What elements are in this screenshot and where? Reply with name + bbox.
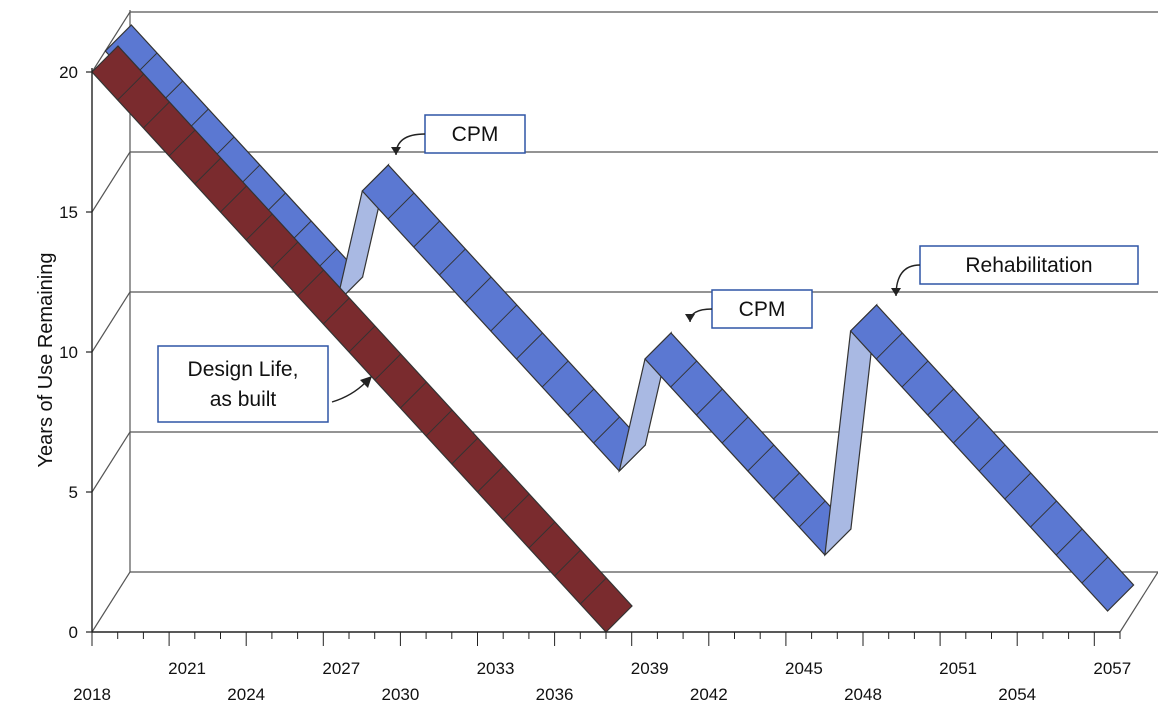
y-tick-label: 0 — [69, 623, 78, 642]
annotation-label: Design Life, — [188, 358, 299, 381]
annotation-label: CPM — [452, 123, 499, 146]
y-tick-label: 5 — [69, 483, 78, 502]
series-0-cell-line — [168, 129, 196, 157]
series-0-cell-line — [400, 381, 427, 409]
x-tick-label-front: 2048 — [844, 685, 882, 704]
annotation-arrow — [895, 264, 921, 297]
x-tick-label-front: 2054 — [998, 685, 1036, 704]
series-1-cell-line — [541, 360, 569, 388]
x-tick-label-back: 2021 — [168, 659, 206, 678]
series-0-cell-line — [245, 213, 273, 241]
series-0-cell-line — [502, 493, 530, 521]
series-0-cell-line — [143, 101, 170, 129]
series-1-cell-line — [593, 416, 620, 444]
annotation-arrow — [331, 381, 367, 403]
series-0-cell-line — [374, 353, 402, 381]
series-1-cell-line — [516, 332, 543, 360]
x-tick-label-front: 2036 — [536, 685, 574, 704]
series-1-cell-line — [747, 444, 775, 472]
y-tick-label: 10 — [59, 343, 78, 362]
series-1-cell-line — [413, 220, 441, 248]
series-0-cell-line — [579, 577, 607, 605]
series-1-cell-line — [387, 192, 415, 220]
annotation-label: CPM — [739, 298, 786, 321]
series-1-cell-line — [1030, 500, 1057, 528]
annotation-arrowhead — [360, 376, 372, 388]
series-1-cell-line — [1004, 472, 1032, 500]
y-tick-label: 15 — [59, 203, 78, 222]
series-1-cell-line — [490, 304, 518, 332]
series-1-cell-line — [439, 248, 466, 276]
x-tick-label-front: 2042 — [690, 685, 728, 704]
series-0-cell-line — [425, 409, 453, 437]
gridline-depth — [91, 11, 131, 73]
series-1-cell-line — [1081, 556, 1109, 584]
series-0-cell-line — [297, 269, 324, 297]
series-0-cell-line — [117, 73, 145, 101]
annotation-box — [424, 114, 526, 154]
x-tick-label-back: 2045 — [785, 659, 823, 678]
series-1-segment — [644, 332, 852, 556]
series-0-cell-line — [194, 157, 222, 185]
series-0-cell-line — [348, 325, 376, 353]
x-tick-label-back: 2039 — [631, 659, 669, 678]
series-1-cell-line — [875, 332, 903, 360]
gridline-depth — [91, 571, 131, 633]
annotation-arrowhead — [891, 288, 901, 296]
series-1-cell-line — [567, 388, 595, 416]
annotation-label: Rehabilitation — [965, 254, 1092, 277]
x-tick-label-front: 2018 — [73, 685, 111, 704]
series-0-cell-line — [271, 241, 299, 269]
series-1-cell-line — [773, 472, 800, 500]
floor-edge — [1119, 571, 1158, 633]
gridline-depth — [91, 291, 131, 353]
series-1-cell-line — [464, 276, 492, 304]
series-1-cell-line — [696, 388, 723, 416]
y-tick-label: 20 — [59, 63, 78, 82]
series-0-cell-line — [451, 437, 479, 465]
series-1-cell-line — [670, 360, 698, 388]
series-0-cell-line — [554, 549, 581, 577]
series-0-cell-line — [528, 521, 556, 549]
series-0-cell-line — [477, 465, 504, 493]
annotation-box — [157, 345, 329, 423]
x-tick-label-back: 2033 — [477, 659, 515, 678]
series-1-cell-line — [927, 388, 955, 416]
gridline-depth — [91, 151, 131, 213]
chart-series — [91, 24, 1135, 633]
chart-axes: 0 5 10 15 20 2018 2024 2030 2036 2042 2048 2054 2021… — [35, 63, 1131, 704]
chart-grid — [91, 10, 1158, 633]
annotation-box — [919, 245, 1139, 285]
y-axis-title: Years of Use Remaining — [35, 253, 57, 468]
gridline-depth — [91, 431, 131, 493]
x-tick-label-back: 2027 — [322, 659, 360, 678]
series-0-cell-line — [322, 297, 350, 325]
x-tick-label-front: 2024 — [227, 685, 265, 704]
series-1-cell-line — [953, 416, 980, 444]
x-tick-label-back: 2051 — [939, 659, 977, 678]
x-tick-label-front: 2030 — [381, 685, 419, 704]
series-1-cell-line — [978, 444, 1006, 472]
series-1-cell-line — [721, 416, 749, 444]
series-1-cell-line — [1055, 528, 1083, 556]
annotation-arrowhead — [685, 314, 695, 322]
series-1-cell-line — [798, 500, 826, 528]
chart-annotations: CPM CPM Rehabilitation Design Life, as built — [157, 114, 1139, 423]
series-0-cell-line — [220, 185, 247, 213]
x-tick-label-back: 2057 — [1093, 659, 1131, 678]
series-1-cell-line — [901, 360, 929, 388]
annotation-label: as built — [210, 388, 277, 411]
annotation-arrowhead — [391, 147, 401, 155]
